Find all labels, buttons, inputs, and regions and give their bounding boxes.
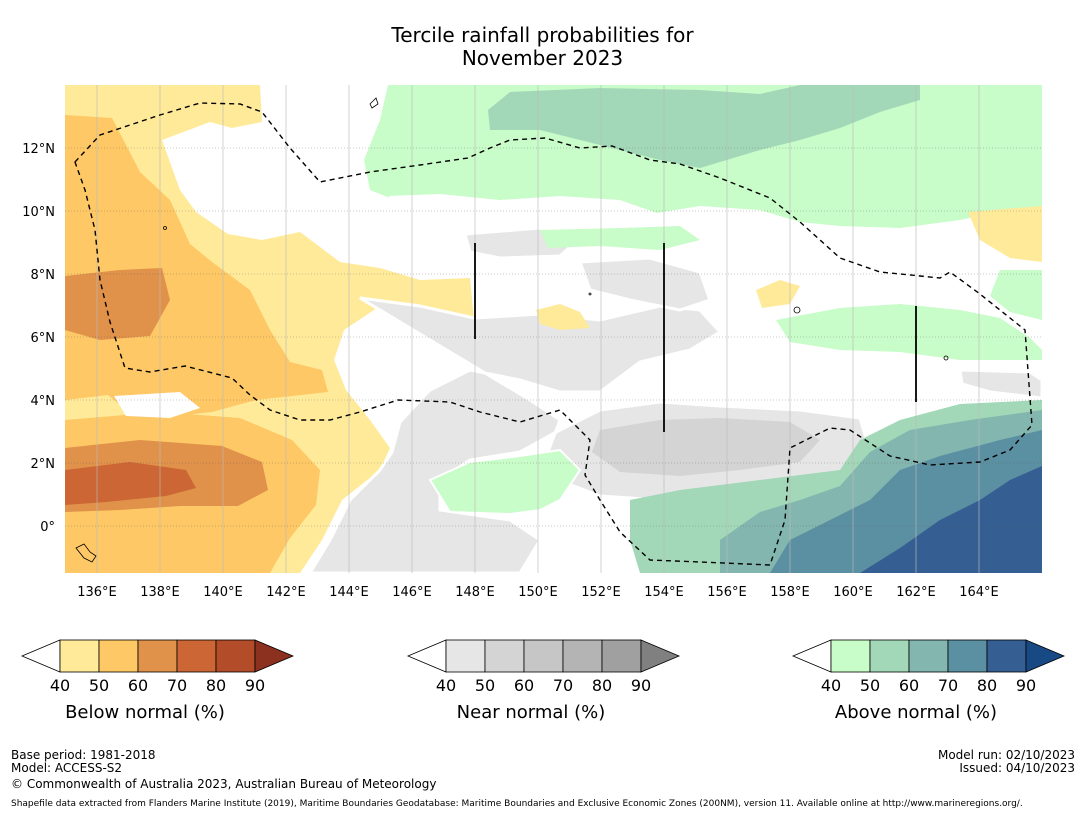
colorbar-tick: 40 <box>820 676 842 695</box>
colorbar-tick: 50 <box>88 676 110 695</box>
colorbar-tick: 80 <box>205 676 227 695</box>
model-text: Model: ACCESS-S2 <box>11 761 123 775</box>
colorbar-swatches <box>20 639 295 673</box>
lon-label: 148°E <box>455 585 495 600</box>
colorbar-extend-high <box>1025 639 1066 673</box>
lon-label: 158°E <box>770 585 810 600</box>
colorbar-swatch <box>947 639 988 673</box>
lon-label: 140°E <box>203 585 243 600</box>
colorbar-tick: 60 <box>898 676 920 695</box>
colorbar-tick: 90 <box>630 676 652 695</box>
lat-label: 10°N <box>22 205 55 220</box>
colorbar-extend-high <box>254 639 295 673</box>
shapefile-credit-text: Shapefile data extracted from Flanders M… <box>11 799 1023 809</box>
island-outlines <box>75 97 949 563</box>
colorbar-tick: 50 <box>474 676 496 695</box>
colorbar-swatch <box>98 639 139 673</box>
lon-label: 162°E <box>896 585 936 600</box>
lon-label: 160°E <box>833 585 873 600</box>
map-title-line2: November 2023 <box>461 46 624 70</box>
above-normal-80-region <box>860 466 1042 573</box>
eez-boundary-line <box>74 102 1033 566</box>
below-normal-60-region <box>65 268 170 340</box>
lat-label: 0° <box>40 520 55 535</box>
colorbar-tick: 70 <box>552 676 574 695</box>
colorbar-extend-low <box>20 639 61 673</box>
colorbar-tick: 50 <box>859 676 881 695</box>
colorbar-extend-low <box>791 639 832 673</box>
below-normal-50-region <box>65 115 328 420</box>
lat-label: 8°N <box>31 268 56 283</box>
colorbar-label: Near normal (%) <box>456 702 606 723</box>
gridlines <box>65 147 1042 527</box>
base-period-text: Base period: 1981-2018 <box>11 748 156 762</box>
lon-label: 146°E <box>392 585 432 600</box>
probability-map: 12°N 10°N 8°N 6°N 4°N 2°N 0° 136°E 138°E… <box>22 85 1042 600</box>
colorbar-swatch <box>601 639 642 673</box>
above-normal-50-region <box>488 85 920 168</box>
lat-label: 2°N <box>31 457 56 472</box>
colorbar-label: Above normal (%) <box>834 702 998 723</box>
above-normal-colorbar: 40 50 60 70 80 90 Above normal (%) <box>791 636 1081 736</box>
colorbar-tick: 70 <box>937 676 959 695</box>
colorbar-swatch <box>137 639 178 673</box>
copyright-text: © Commonwealth of Australia 2023, Austra… <box>11 777 437 791</box>
near-normal-colorbar: 40 50 60 70 80 90 Near normal (%) <box>406 636 696 736</box>
lon-label: 156°E <box>707 585 747 600</box>
sector-lines <box>474 243 917 432</box>
issued-text: Issued: 04/10/2023 <box>959 761 1075 775</box>
lon-label: 144°E <box>329 585 369 600</box>
lon-label: 164°E <box>959 585 999 600</box>
lat-label: 4°N <box>31 394 56 409</box>
colorbar-swatch <box>215 639 256 673</box>
colorbar-tick: 70 <box>166 676 188 695</box>
colorbar-tick: 90 <box>1015 676 1037 695</box>
map-title-line1: Tercile rainfall probabilities for <box>391 23 694 47</box>
lat-label: 6°N <box>31 331 56 346</box>
colorbar-tick: 80 <box>976 676 998 695</box>
colorbar-tick: 40 <box>49 676 71 695</box>
colorbar-tick: 60 <box>513 676 535 695</box>
colorbar-swatch <box>59 639 100 673</box>
colorbar-swatch <box>484 639 525 673</box>
colorbar-swatch <box>908 639 949 673</box>
colorbar-swatch <box>445 639 486 673</box>
lon-label: 152°E <box>581 585 621 600</box>
lon-label: 138°E <box>140 585 180 600</box>
colorbar-tick: 90 <box>244 676 266 695</box>
colorbar-tick: 40 <box>435 676 457 695</box>
colorbar-tick: 60 <box>127 676 149 695</box>
colorbar-swatch <box>986 639 1027 673</box>
colorbar-swatch <box>176 639 217 673</box>
colorbar-tick: 80 <box>591 676 613 695</box>
colorbar-label: Below normal (%) <box>65 702 225 723</box>
lon-label: 150°E <box>518 585 558 600</box>
colorbar-swatches <box>406 639 681 673</box>
lon-label: 136°E <box>77 585 117 600</box>
lon-label: 154°E <box>644 585 684 600</box>
colorbar-extend-high <box>640 639 681 673</box>
colorbar-swatches <box>791 639 1066 673</box>
colorbar-swatch <box>523 639 564 673</box>
model-run-text: Model run: 02/10/2023 <box>937 748 1075 762</box>
colorbar-swatch <box>562 639 603 673</box>
colorbar-swatch <box>830 639 871 673</box>
colorbar-swatch <box>869 639 910 673</box>
below-normal-70-region <box>65 462 196 505</box>
colorbar-extend-low <box>406 639 447 673</box>
lon-label: 142°E <box>266 585 306 600</box>
below-normal-colorbar: 40 50 60 70 80 90 Below normal (%) <box>20 636 310 736</box>
lat-label: 12°N <box>22 142 55 157</box>
